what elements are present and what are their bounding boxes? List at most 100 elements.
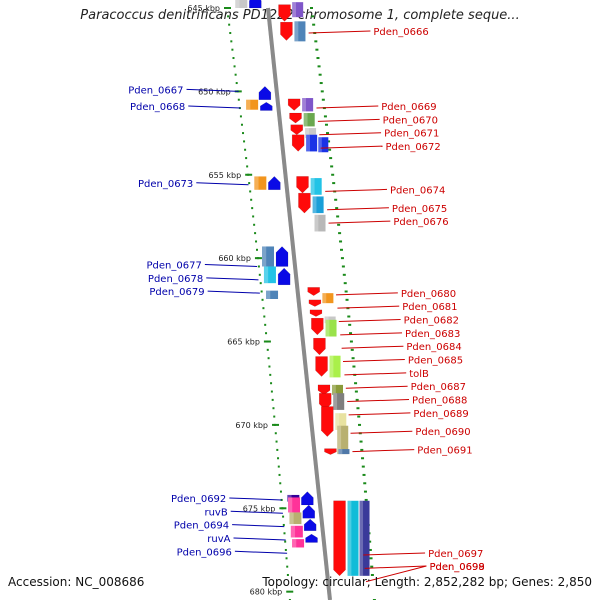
gene-arrow-forward: [287, 98, 301, 111]
gene-label: Pden_0678: [148, 274, 203, 285]
tick-dot-outer: [369, 557, 373, 560]
gene-arrow-reverse: [302, 504, 315, 519]
tick-dot-inner: [286, 565, 289, 568]
tick-dot-outer: [354, 382, 358, 385]
tick-dot-outer: [359, 440, 363, 443]
feature-box-outer-shade: [333, 393, 338, 410]
tick-dot-inner: [253, 223, 256, 226]
backbone-line: [266, 7, 332, 600]
leader-line: [206, 277, 259, 281]
tick-dot-outer: [335, 207, 339, 210]
leader-line: [338, 319, 401, 323]
leader-line: [345, 385, 408, 389]
gene-arrow-reverse: [260, 101, 273, 111]
tick-dot-inner: [286, 573, 289, 576]
feature-box-inner-shade: [292, 539, 297, 548]
tick-dot-outer: [314, 40, 318, 43]
tick-dot-outer: [329, 157, 333, 160]
gene-arrow-forward: [309, 309, 323, 317]
kbp-tick-label: 680 kbp: [250, 588, 283, 597]
feature-box-inner-shade: [288, 497, 293, 513]
leader-line: [196, 182, 249, 186]
tick-dot-outer: [354, 390, 358, 393]
kbp-tick-mark: [272, 423, 280, 426]
tick-dot-inner: [254, 232, 257, 235]
kbp-tick-label: 660 kbp: [218, 254, 251, 263]
tick-dot-inner: [276, 448, 279, 451]
feature-box-outer: [294, 21, 306, 42]
leader-line: [340, 332, 403, 336]
tick-dot-outer: [344, 290, 348, 293]
tick-dot-inner: [245, 157, 248, 160]
topology-text: Topology: circular; Length: 2,852,282 bp…: [262, 575, 592, 589]
gene-arrow-forward: [311, 317, 324, 336]
tick-dot-inner: [260, 290, 263, 293]
leader-line: [308, 30, 371, 34]
tick-dot-outer: [336, 215, 340, 218]
feature-box-outer: [335, 413, 347, 430]
feature-box-outer: [292, 2, 304, 18]
tick-dot-outer: [320, 90, 324, 93]
feature-box-inner: [246, 99, 259, 110]
feature-box-outer: [329, 355, 341, 378]
feature-box-inner: [289, 512, 302, 525]
leader-line: [363, 552, 426, 556]
gene-label: Pden_0685: [408, 356, 463, 367]
gene-label: Pden_0690: [415, 427, 470, 438]
feature-box-outer-shade: [338, 449, 343, 455]
feature-box-outer-2-shade: [359, 500, 364, 576]
feature-box-inner-shade: [289, 512, 294, 525]
gene-arrow-reverse: [249, 0, 262, 9]
feature-box-inner: [288, 497, 301, 513]
leader-line: [229, 497, 282, 501]
leader-line: [327, 207, 389, 211]
feature-box-inner-shade: [263, 266, 269, 284]
gene-label: Pden_0680: [401, 289, 456, 300]
kbp-scale: 645 kbp 650 kbp 655 kbp 660 kbp 665 kbp 670 k…: [187, 4, 294, 597]
feature-box-inner: [263, 266, 276, 284]
tick-dot-outer: [352, 365, 356, 368]
gene-label: Pden_0699: [429, 562, 484, 573]
tick-dot-inner: [243, 140, 246, 143]
feature-box-outer-shade: [305, 128, 309, 139]
tick-dot-inner: [239, 115, 242, 118]
tick-dot-outer: [332, 182, 336, 185]
kbp-tick-label: 650 kbp: [198, 87, 231, 96]
gene-label: ruvA: [207, 534, 230, 545]
gene-arrow-forward: [291, 134, 305, 152]
feature-box-outer-shade: [329, 355, 334, 378]
tick-dot-inner: [258, 273, 261, 276]
tick-dot-outer: [316, 57, 320, 60]
feature-box-outer-shade: [335, 413, 340, 430]
gene-arrow-forward: [280, 21, 293, 41]
gene-label: Pden_0668: [130, 102, 185, 113]
tick-dot-outer: [370, 573, 374, 576]
gene-label: Pden_0675: [392, 204, 447, 215]
feature-box-inner: [254, 176, 267, 190]
tick-dot-inner: [244, 148, 247, 151]
kbp-tick-mark: [279, 507, 287, 510]
gene-label: Pden_0683: [405, 329, 460, 340]
tick-dot-outer: [339, 248, 343, 251]
tick-dot-inner: [232, 57, 235, 60]
feature-box-outer-shade: [310, 178, 315, 195]
feature-box-inner: [262, 246, 275, 267]
feature-box-outer: [303, 113, 315, 127]
leader-line: [207, 290, 260, 294]
tick-dot-inner: [284, 548, 287, 551]
tick-dot-inner: [249, 190, 252, 193]
tick-dot-inner: [279, 482, 282, 485]
gene-label: ruvB: [204, 507, 227, 518]
tick-dot-outer: [347, 315, 351, 318]
tick-dot-outer: [361, 457, 365, 460]
tick-dot-outer: [368, 548, 372, 551]
gene-arrow-forward: [321, 406, 334, 437]
tick-dot-inner: [264, 323, 267, 326]
gene-label: Pden_0684: [406, 342, 461, 353]
feature-box-outer: [337, 425, 349, 455]
tick-dot-inner: [230, 40, 233, 43]
accession-text: Accession: NC_008686: [8, 575, 145, 589]
feature-box-inner-shade: [266, 290, 271, 299]
feature-box-outer: [331, 384, 343, 395]
